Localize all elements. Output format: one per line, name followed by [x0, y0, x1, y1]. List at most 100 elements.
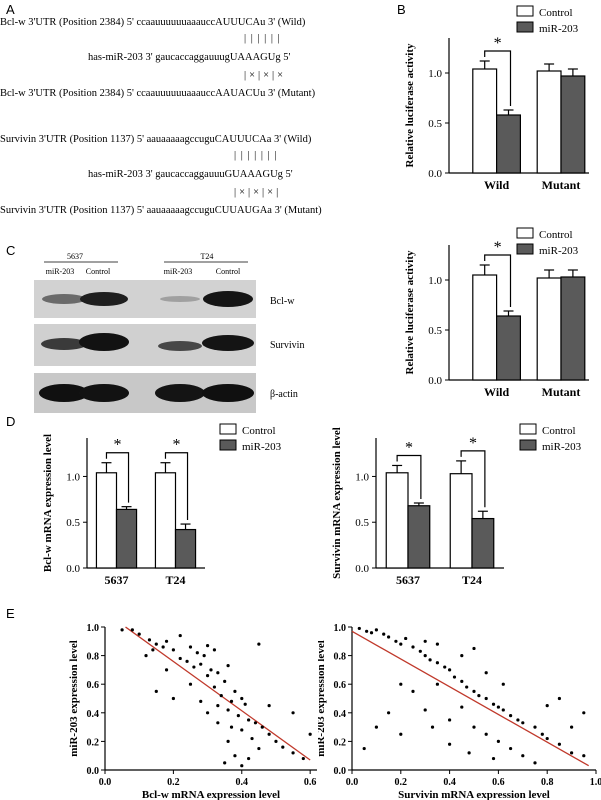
legend-swatch-control: [219, 423, 237, 435]
scatter-point: [171, 696, 175, 701]
legend-label-control: Control: [242, 425, 276, 437]
x-tick-label: 0.4: [443, 777, 456, 788]
legend-label-control: Control: [539, 7, 573, 19]
bar-mir203: [407, 505, 431, 569]
band-survivin-2: [79, 333, 129, 351]
legend-swatch-mir203: [516, 243, 534, 255]
scatter-point: [472, 646, 476, 651]
scatter-point: [281, 745, 285, 749]
lane-label-2: Control: [86, 267, 111, 276]
protein-label-actin: β-actin: [270, 389, 298, 400]
protein-label-survivin: Survivin: [270, 340, 304, 351]
scatter-point: [171, 648, 175, 652]
western-blot: 5637 T24 miR-203 Control miR-203 Control…: [0, 248, 340, 418]
band-bclw-1: [42, 294, 86, 304]
scatter-point: [178, 633, 182, 638]
scatter-point: [147, 638, 152, 642]
scatter-point: [216, 671, 220, 675]
scatter-point: [164, 639, 169, 643]
bar-control: [536, 277, 562, 381]
scatter-point: [216, 721, 220, 725]
scatter-point: [161, 645, 165, 649]
scatter-point: [423, 654, 427, 658]
scatter-point: [465, 685, 469, 689]
scatter-point: [226, 708, 230, 712]
survivin-wild-sequence: Survivin 3'UTR (Position 1137) 5' aauaaa…: [0, 134, 312, 145]
scatter-point: [399, 642, 403, 646]
scatter-point: [240, 764, 244, 768]
scatter-point: [236, 714, 240, 718]
panel-label-c: C: [6, 243, 16, 258]
scatter-point: [509, 714, 513, 718]
lane-label-1: miR-203: [46, 267, 74, 276]
x-tick-label: 0.2: [395, 777, 408, 788]
legend-label-mir203: miR-203: [539, 23, 579, 35]
scatter-point: [219, 694, 223, 698]
scatter-point: [448, 718, 452, 722]
x-tick-label: 1.0: [590, 777, 601, 788]
scatter-point: [460, 705, 464, 709]
scatter-point: [247, 718, 251, 722]
x-category-label: Wild: [484, 385, 509, 399]
chart-e-bclw-correlation: 0.0 0.2 0.4 0.6 0.0 0.2 0.4 0.6 0.8 1.0 Bcl-w mRNA…: [68, 623, 317, 800]
scatter-point: [557, 696, 561, 701]
scatter-point: [399, 732, 403, 736]
x-axis-label: Bcl-w mRNA expression level: [142, 789, 280, 800]
x-tick-label: 0.4: [236, 777, 249, 788]
y-tick-label: 1.0: [428, 275, 442, 287]
x-category-label: Mutant: [542, 385, 581, 399]
scatter-point: [557, 742, 561, 746]
scatter-point: [467, 751, 471, 755]
chart-d-bclw-mrna: 0.0 0.5 1.0 Bcl-w mRNA expression level 5637…: [42, 423, 282, 587]
scatter-point: [240, 696, 244, 701]
y-tick-label: 0.2: [87, 737, 100, 748]
legend-swatch-control: [519, 423, 537, 435]
bclw-mutation-marks: |×|×|×: [244, 70, 287, 81]
x-category-label: T24: [165, 573, 185, 587]
bar-control: [449, 473, 473, 569]
scatter-point: [357, 626, 361, 631]
legend-swatch-control: [516, 227, 534, 239]
survivin-mutation-marks: |×|×|×|: [234, 187, 282, 198]
scatter-point: [233, 689, 237, 693]
scatter-point: [374, 725, 378, 729]
panel-label-a: A: [6, 2, 15, 17]
band-survivin-1: [41, 338, 87, 350]
y-tick-label: 0.6: [87, 680, 100, 691]
y-tick-label: 0.0: [355, 563, 369, 575]
scatter-point: [151, 648, 155, 652]
scatter-point: [308, 732, 312, 736]
scatter-point: [484, 671, 488, 675]
legend-label-control: Control: [539, 229, 573, 241]
scatter-point: [260, 725, 264, 729]
scatter-point: [226, 739, 230, 743]
bar-mir203: [174, 528, 197, 569]
scatter-point: [411, 689, 415, 693]
bar-control: [472, 274, 498, 381]
x-tick-label: 0.8: [541, 777, 554, 788]
y-tick-label: 0.5: [428, 118, 442, 130]
scatter-point: [267, 732, 271, 736]
scatter-point: [516, 718, 520, 722]
scatter-point: [387, 711, 391, 715]
scatter-point: [257, 746, 261, 751]
significance-bracket: [460, 450, 486, 508]
scatter-point: [144, 654, 148, 658]
scatter-point: [291, 711, 295, 715]
scatter-point: [509, 746, 513, 751]
band-actin-1: [39, 384, 89, 402]
bar-mir203: [115, 508, 138, 569]
scatter-point: [484, 732, 488, 736]
scatter-point: [521, 721, 525, 725]
y-tick-label: 0.4: [87, 709, 100, 720]
legend-swatch-mir203: [516, 21, 534, 33]
y-tick-label: 0.5: [428, 325, 442, 337]
regression-line: [351, 630, 590, 767]
legend-swatch-control: [516, 5, 534, 17]
bclw-mir203-sequence: has-miR-203 3' gaucaccaggauuugUAAAGUg 5': [88, 52, 291, 63]
significance-bracket: [484, 50, 512, 106]
legend-label-mir203: miR-203: [542, 441, 582, 453]
x-category-label: T24: [462, 573, 482, 587]
significance-marker: *: [469, 435, 477, 452]
band-actin-4: [202, 384, 254, 402]
